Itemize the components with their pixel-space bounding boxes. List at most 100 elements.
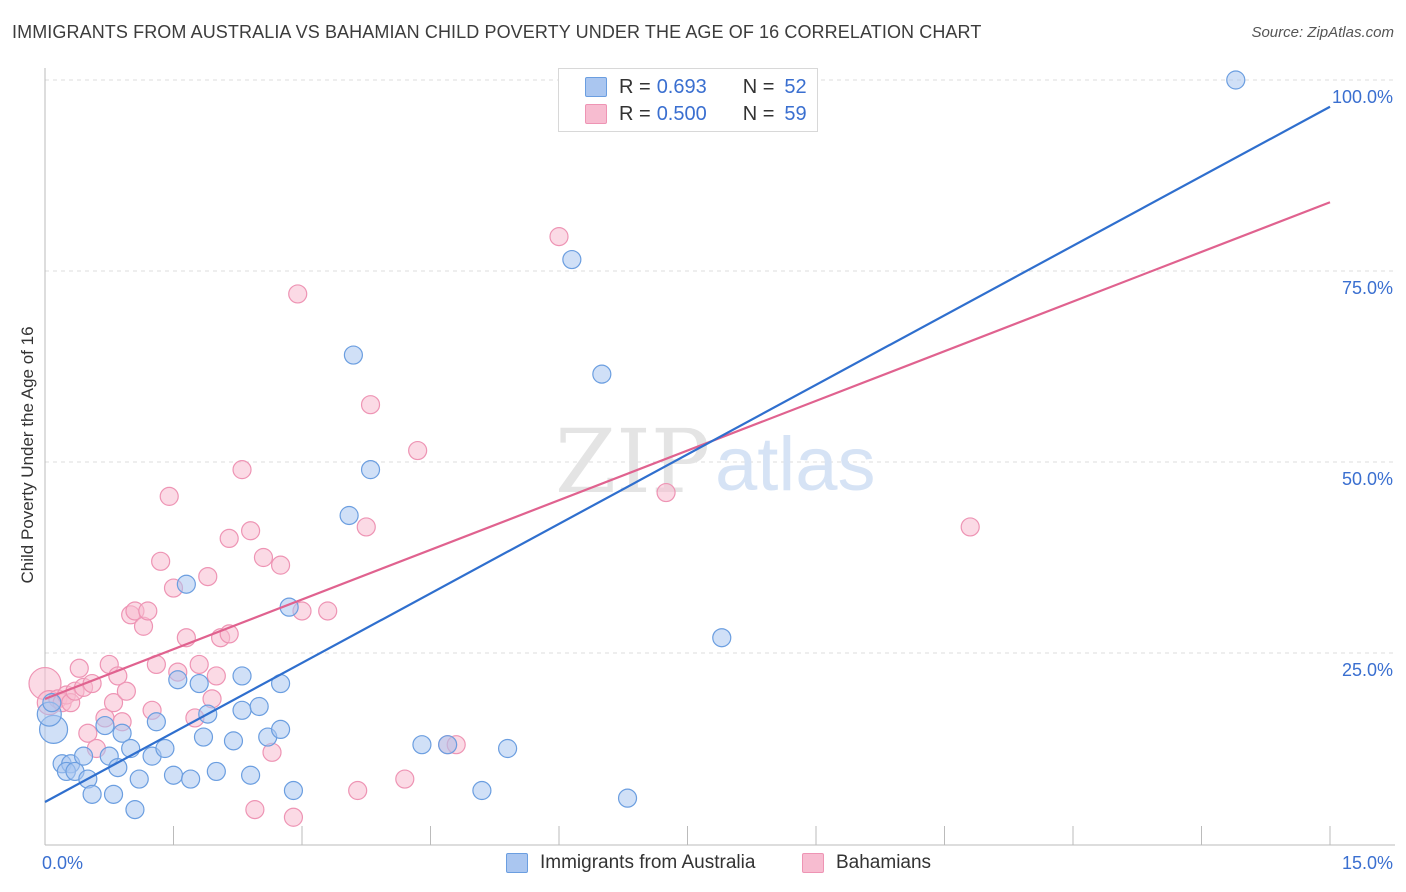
australia-point (193, 727, 214, 747)
bahamians-point (189, 654, 209, 675)
australia-point (617, 788, 638, 808)
australia-point (339, 505, 359, 526)
australia-point (270, 719, 291, 740)
legend-item-australia[interactable]: Immigrants from Australia (506, 852, 755, 874)
australia-point (438, 735, 458, 755)
australia-point (189, 673, 209, 694)
australia-point (125, 800, 145, 820)
bahamians-point (245, 800, 265, 820)
bahamians-point (78, 723, 98, 743)
stats-legend: R = 0.693 N = 52 R = 0.500 N = 59 (558, 68, 818, 132)
australia-point (241, 765, 261, 785)
y-tick-label: 50.0% (1342, 469, 1393, 489)
y-tick-label: 100.0% (1332, 87, 1393, 107)
bahamians-point (206, 666, 226, 686)
australia-point (181, 769, 201, 789)
bahamians-point (960, 517, 980, 537)
bahamians-point (288, 284, 308, 304)
pink-swatch (802, 853, 824, 873)
bahamians-point (318, 601, 338, 621)
bahamians-point (283, 807, 304, 827)
bahamians-point (232, 460, 252, 480)
x-tick-label: 15.0% (1342, 853, 1393, 873)
trend-lines (44, 105, 1331, 803)
blue-swatch (506, 853, 528, 873)
legend-r-value: 0.500 (656, 102, 707, 125)
bahamians-point (151, 551, 171, 571)
bahamians-point (198, 566, 218, 587)
legend-r-value: 0.693 (656, 75, 707, 98)
legend-label-bahamians: Bahamians (836, 852, 932, 873)
australia-point (1226, 70, 1246, 90)
australia-point (108, 757, 128, 778)
australia-point (176, 574, 196, 594)
bahamians-point (159, 486, 179, 506)
australia-point (155, 738, 175, 759)
legend-row-australia: R = 0.693 N = 52 (585, 75, 807, 99)
legend-row-bahamians: R = 0.500 N = 59 (585, 102, 807, 126)
australia-point (249, 696, 269, 717)
bahamians-point (395, 769, 415, 789)
australia-point (95, 715, 115, 736)
bahamians-point (348, 780, 368, 801)
gridlines (45, 79, 1395, 654)
bahamians-point (356, 517, 376, 537)
australia-point (592, 364, 612, 384)
australia-trend-line (44, 105, 1331, 803)
australia-point (498, 738, 518, 759)
bahamians-point (69, 658, 89, 678)
blue-swatch (585, 77, 607, 97)
axis-ticks (44, 826, 1331, 845)
watermark-atlas: atlas (715, 422, 876, 507)
bahamians-point (270, 555, 291, 575)
bahamians-point (253, 547, 274, 568)
legend-label-australia: Immigrants from Australia (540, 852, 756, 873)
y-tick-label: 25.0% (1342, 660, 1393, 680)
x-tick-label: 0.0% (42, 853, 83, 873)
australia-point (232, 700, 252, 720)
legend-item-bahamians[interactable]: Bahamians (802, 852, 931, 874)
australia-point (360, 460, 381, 480)
bahamians-point (116, 681, 136, 701)
series-legend: Immigrants from Australia Bahamians (0, 852, 1406, 878)
australia-point (712, 628, 732, 648)
bahamians-point (408, 440, 428, 461)
australia-points (36, 70, 1246, 820)
bahamians-point (103, 693, 124, 713)
australia-point (343, 345, 363, 365)
legend-n-label: N = (742, 75, 775, 98)
watermark-zip: ZIP (555, 410, 710, 513)
chart-title: IMMIGRANTS FROM AUSTRALIA VS BAHAMIAN CH… (12, 22, 982, 42)
australia-point (73, 746, 94, 766)
australia-point (412, 735, 432, 755)
legend-r-label: R = (619, 75, 651, 98)
australia-point (112, 723, 132, 743)
bahamians-point (656, 482, 676, 503)
australia-point (82, 784, 102, 804)
y-axis-label: Child Poverty Under the Age of 16 (18, 326, 37, 584)
source-label: Source: ZipAtlas.com (1251, 24, 1394, 41)
australia-point (129, 769, 149, 789)
australia-point (562, 249, 582, 270)
bahamians-point (219, 528, 239, 549)
legend-n-value: 52 (784, 75, 807, 98)
y-tick-label: 75.0% (1342, 278, 1393, 298)
australia-point (103, 784, 124, 804)
legend-n-value: 59 (784, 102, 807, 125)
australia-point (472, 780, 492, 801)
pink-swatch (585, 104, 607, 124)
tick-labels: 25.0% 50.0% 75.0% 100.0% 0.0% 15.0% (42, 87, 1393, 873)
bahamians-point (549, 227, 569, 247)
legend-r-label: R = (619, 102, 651, 125)
bahamians-point (241, 521, 261, 541)
legend-n-label: N = (742, 102, 775, 125)
australia-point (223, 731, 244, 751)
bahamians-point (138, 601, 158, 621)
bahamians-point (360, 395, 381, 415)
australia-point (163, 765, 184, 785)
australia-point (168, 670, 188, 690)
australia-point (206, 761, 226, 782)
australia-point (232, 666, 252, 686)
bahamians-trend-line (44, 201, 1331, 700)
